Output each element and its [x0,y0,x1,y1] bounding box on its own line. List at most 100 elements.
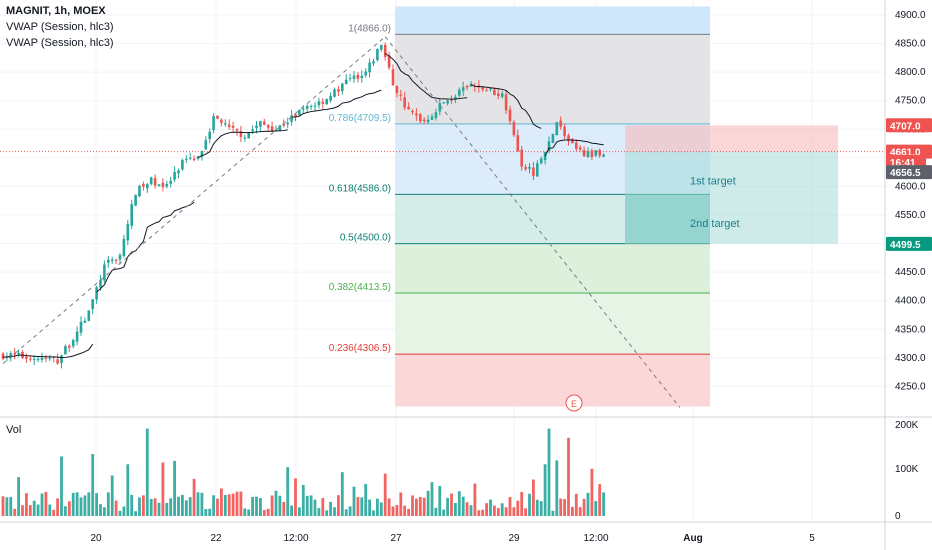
candle-body[interactable] [520,149,523,167]
volume-bar[interactable] [192,478,196,516]
volume-bar[interactable] [149,498,153,516]
volume-bar[interactable] [286,467,290,516]
volume-bar[interactable] [411,495,414,516]
volume-bar[interactable] [231,493,235,516]
volume-bar[interactable] [469,505,473,516]
candle-body[interactable] [325,99,328,105]
volume-bar[interactable] [465,502,469,516]
candle-body[interactable] [344,79,348,85]
volume-bar[interactable] [305,495,309,516]
volume-bar[interactable] [99,504,102,516]
volume-bar[interactable] [169,498,173,516]
candle-body[interactable] [364,71,367,76]
candle-body[interactable] [60,355,63,364]
candle-body[interactable] [36,359,40,361]
candle-body[interactable] [56,359,59,364]
volume-bar[interactable] [574,493,578,516]
volume-bar[interactable] [508,496,512,516]
candle-body[interactable] [286,122,289,125]
candle-body[interactable] [71,339,75,347]
volume-bar[interactable] [25,493,28,516]
volume-bar[interactable] [110,475,114,516]
volume-bar[interactable] [578,507,582,516]
candle-body[interactable] [251,129,254,132]
volume-bar[interactable] [5,497,9,516]
candle-body[interactable] [44,357,48,359]
candle-body[interactable] [200,150,204,157]
volume-bar[interactable] [547,428,551,516]
candle-body[interactable] [348,77,352,79]
volume-bar[interactable] [298,507,301,516]
candle-body[interactable] [25,356,28,359]
candle-body[interactable] [1,353,5,359]
volume-bar[interactable] [372,510,375,516]
candle-body[interactable] [161,182,165,188]
volume-bar[interactable] [161,462,165,516]
candle-body[interactable] [157,184,161,187]
price-tag[interactable] [886,118,932,133]
volume-bar[interactable] [321,498,325,516]
volume-bar[interactable] [594,500,598,516]
candle-body[interactable] [450,99,453,101]
candle-body[interactable] [567,135,570,141]
volume-bar[interactable] [114,500,118,516]
volume-bar[interactable] [387,498,391,516]
volume-bar[interactable] [571,506,574,516]
candle-body[interactable] [582,150,586,157]
candle-body[interactable] [586,150,590,158]
candle-body[interactable] [594,150,598,156]
price-tag[interactable] [886,165,932,180]
candle-body[interactable] [516,135,520,152]
candle-body[interactable] [227,124,231,127]
candle-body[interactable] [430,116,434,120]
volume-bar[interactable] [220,488,223,516]
volume-bar[interactable] [559,498,563,516]
candle-body[interactable] [298,109,301,116]
volume-bar[interactable] [294,478,297,516]
volume-bar[interactable] [446,497,449,516]
volume-bar[interactable] [532,479,535,516]
volume-bar[interactable] [103,507,106,516]
volume-bar[interactable] [138,497,141,516]
volume-bar[interactable] [598,484,602,516]
volume-bar[interactable] [200,492,204,516]
volume-bar[interactable] [181,494,184,516]
volume-bar[interactable] [64,506,67,516]
volume-bar[interactable] [442,509,446,516]
volume-bar[interactable] [262,510,266,516]
volume-bar[interactable] [391,506,395,516]
volume-bar[interactable] [251,496,254,516]
candle-body[interactable] [356,74,360,79]
volume-bar[interactable] [184,500,188,516]
volume-bar[interactable] [21,505,24,516]
volume-bar[interactable] [489,499,492,516]
volume-bar[interactable] [493,505,496,516]
candle-body[interactable] [294,114,297,117]
candle-body[interactable] [415,113,418,116]
candle-body[interactable] [578,147,582,150]
volume-bar[interactable] [602,492,605,516]
volume-bar[interactable] [461,496,465,516]
candle-body[interactable] [563,126,566,137]
candle-body[interactable] [302,108,305,110]
volume-bar[interactable] [426,490,430,516]
candle-body[interactable] [231,125,235,128]
volume-bar[interactable] [333,507,336,516]
candle-body[interactable] [547,141,551,152]
volume-bar[interactable] [270,495,274,516]
volume-bar[interactable] [17,477,20,516]
volume-bar[interactable] [79,497,83,516]
trend-line-up[interactable] [2,36,386,364]
candle-body[interactable] [508,109,512,121]
candle-body[interactable] [329,95,332,101]
candle-body[interactable] [571,139,574,144]
candle-body[interactable] [442,102,445,104]
volume-bar[interactable] [395,505,399,516]
volume-bar[interactable] [383,473,387,516]
candle-body[interactable] [188,157,192,159]
volume-bar[interactable] [567,437,570,516]
candle-body[interactable] [290,115,293,122]
volume-bar[interactable] [75,492,79,516]
candle-body[interactable] [204,140,208,150]
candle-body[interactable] [461,87,465,91]
